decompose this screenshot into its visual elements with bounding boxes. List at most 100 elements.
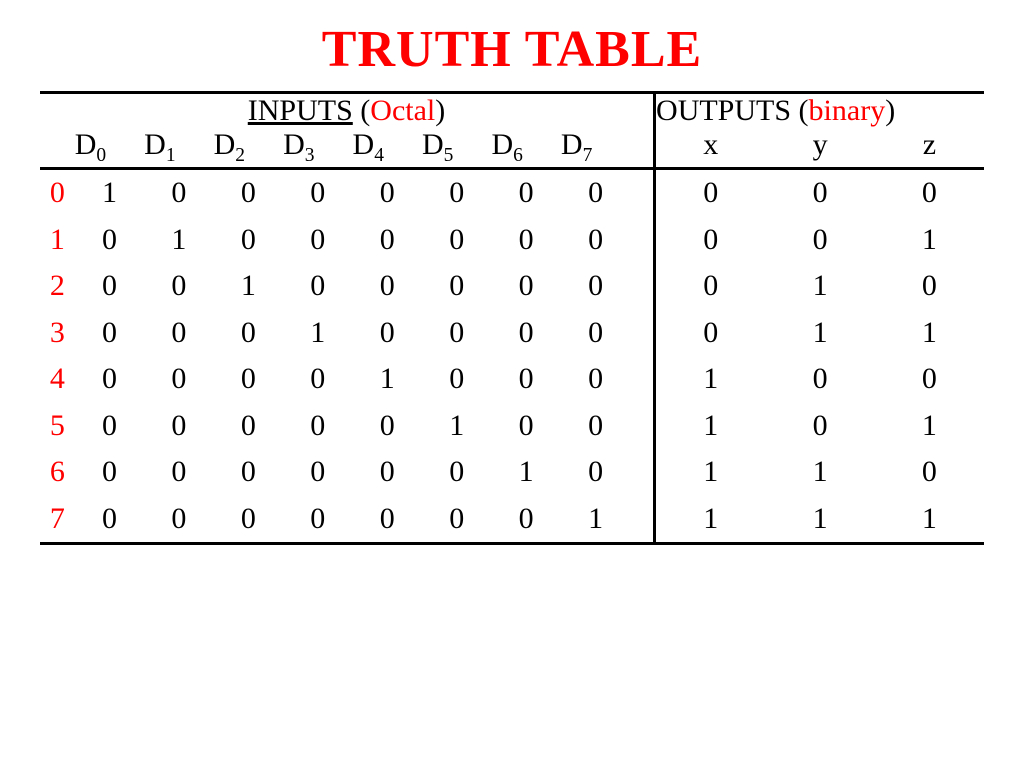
inputs-header: INPUTS (Octal) xyxy=(40,93,655,129)
cell: 1 xyxy=(75,169,144,217)
cell: 0 xyxy=(75,403,144,450)
cell: 0 xyxy=(353,403,422,450)
col-d3: D3 xyxy=(283,128,352,169)
cell: 1 xyxy=(875,403,984,450)
inputs-label: INPUTS xyxy=(248,94,353,127)
cell-spacer xyxy=(630,356,654,403)
cell: 1 xyxy=(283,310,352,357)
cell-spacer xyxy=(630,169,654,217)
cell: 1 xyxy=(655,403,766,450)
col-d1: D1 xyxy=(144,128,213,169)
cell: 0 xyxy=(283,169,352,217)
cell-spacer xyxy=(630,217,654,264)
cell: 1 xyxy=(353,356,422,403)
cell: 0 xyxy=(214,310,283,357)
cell: 0 xyxy=(875,263,984,310)
cell: 0 xyxy=(491,169,560,217)
inputs-type: Octal xyxy=(370,94,435,127)
truth-table: INPUTS (Octal) OUTPUTS (binary) D0 D1 D2… xyxy=(40,91,984,545)
cell: 0 xyxy=(491,263,560,310)
cell: 1 xyxy=(875,310,984,357)
row-index: 6 xyxy=(40,449,75,496)
cell: 0 xyxy=(875,449,984,496)
cell: 0 xyxy=(75,356,144,403)
cell: 1 xyxy=(422,403,491,450)
cell: 0 xyxy=(75,310,144,357)
cell: 0 xyxy=(561,403,630,450)
row-index: 1 xyxy=(40,217,75,264)
cell: 0 xyxy=(875,356,984,403)
cell: 0 xyxy=(422,310,491,357)
outputs-type: binary xyxy=(809,94,886,127)
cell: 0 xyxy=(214,496,283,544)
col-d2: D2 xyxy=(214,128,283,169)
cell: 0 xyxy=(214,169,283,217)
cell: 0 xyxy=(422,356,491,403)
row-index: 0 xyxy=(40,169,75,217)
cell: 0 xyxy=(875,169,984,217)
cell: 0 xyxy=(561,310,630,357)
cell: 0 xyxy=(422,496,491,544)
cell: 0 xyxy=(766,169,875,217)
cell: 0 xyxy=(353,310,422,357)
cell: 0 xyxy=(491,310,560,357)
cell-spacer xyxy=(630,403,654,450)
cell: 0 xyxy=(766,217,875,264)
cell: 0 xyxy=(75,449,144,496)
cell: 0 xyxy=(353,449,422,496)
cell: 0 xyxy=(655,310,766,357)
cell: 0 xyxy=(283,356,352,403)
col-x: x xyxy=(655,128,766,169)
cell: 0 xyxy=(422,449,491,496)
cell: 1 xyxy=(214,263,283,310)
cell: 0 xyxy=(283,217,352,264)
cell: 0 xyxy=(766,356,875,403)
cell: 0 xyxy=(144,356,213,403)
row-index: 3 xyxy=(40,310,75,357)
cell: 0 xyxy=(561,217,630,264)
row-index: 5 xyxy=(40,403,75,450)
page-title: TRUTH TABLE xyxy=(40,20,984,79)
cell: 1 xyxy=(655,449,766,496)
cell: 0 xyxy=(283,403,352,450)
cell: 0 xyxy=(353,169,422,217)
col-d6: D6 xyxy=(491,128,560,169)
cell: 0 xyxy=(144,263,213,310)
cell: 0 xyxy=(214,403,283,450)
row-index-header xyxy=(40,128,75,169)
column-spacer xyxy=(630,128,654,169)
cell-spacer xyxy=(630,310,654,357)
cell: 0 xyxy=(75,263,144,310)
cell: 0 xyxy=(283,449,352,496)
cell: 0 xyxy=(422,169,491,217)
cell: 1 xyxy=(766,449,875,496)
cell: 0 xyxy=(422,263,491,310)
col-y: y xyxy=(766,128,875,169)
cell: 1 xyxy=(491,449,560,496)
outputs-header: OUTPUTS (binary) xyxy=(655,93,984,129)
row-index: 2 xyxy=(40,263,75,310)
col-z: z xyxy=(875,128,984,169)
cell: 0 xyxy=(353,496,422,544)
col-d5: D5 xyxy=(422,128,491,169)
cell: 1 xyxy=(655,496,766,544)
cell-spacer xyxy=(630,449,654,496)
cell: 0 xyxy=(144,496,213,544)
cell: 1 xyxy=(766,496,875,544)
cell: 0 xyxy=(561,356,630,403)
col-d0: D0 xyxy=(75,128,144,169)
cell: 0 xyxy=(75,217,144,264)
cell: 0 xyxy=(561,169,630,217)
cell: 1 xyxy=(875,496,984,544)
cell: 0 xyxy=(561,263,630,310)
cell: 0 xyxy=(655,169,766,217)
cell: 0 xyxy=(655,263,766,310)
cell: 0 xyxy=(353,263,422,310)
cell: 0 xyxy=(283,496,352,544)
row-index: 4 xyxy=(40,356,75,403)
cell: 0 xyxy=(491,496,560,544)
row-index: 7 xyxy=(40,496,75,544)
cell: 0 xyxy=(144,403,213,450)
cell: 1 xyxy=(655,356,766,403)
cell-spacer xyxy=(630,263,654,310)
